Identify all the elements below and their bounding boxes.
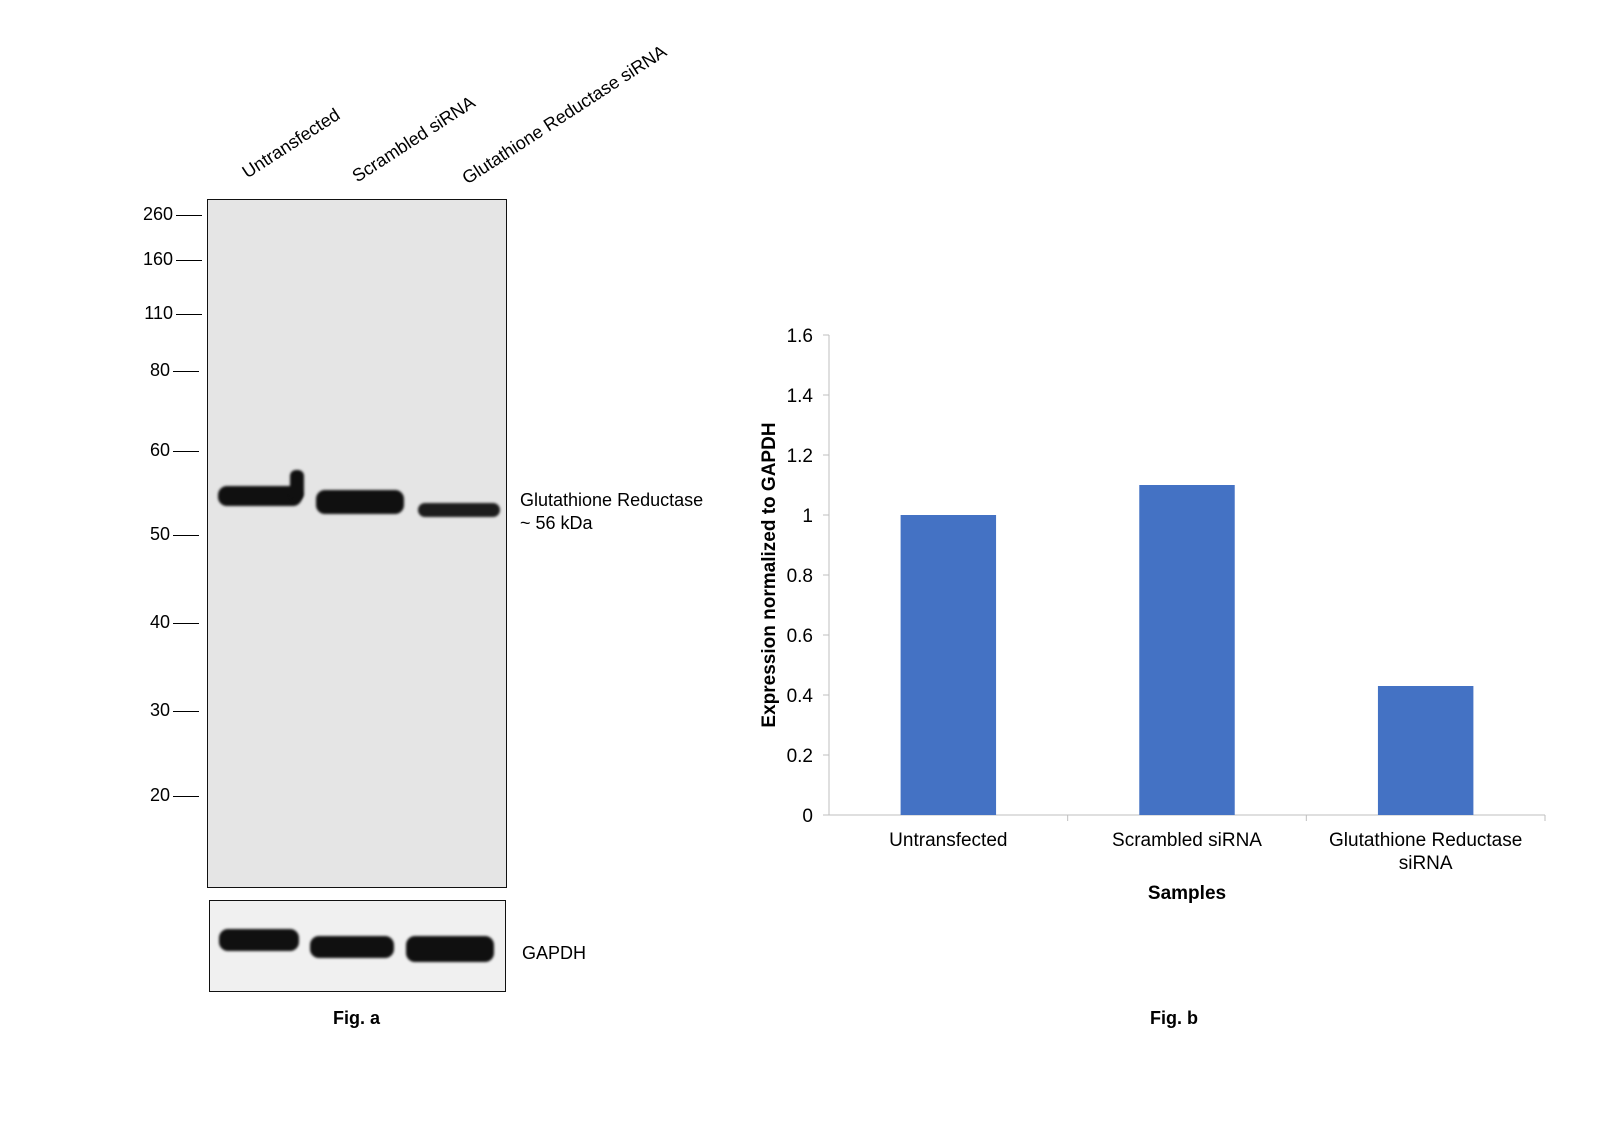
y-tick-label: 1.4 [787, 386, 814, 407]
loading-control-label: GAPDH [522, 943, 587, 963]
band-gr-sirna [418, 503, 500, 517]
fig-b-caption: Fig. b [1150, 1008, 1198, 1028]
mw-marker-50: 50 [149, 524, 170, 544]
blot-main-panel [207, 199, 507, 888]
mw-marker-40: 40 [149, 612, 170, 632]
band-untransfected-spike [290, 470, 304, 500]
y-tick-label: 0.4 [787, 686, 814, 707]
band-scrambled [316, 490, 404, 514]
x-tick-label: Glutathione Reductase siRNA [1329, 830, 1522, 874]
band-gapdh-scrambled [310, 936, 394, 958]
x-tick-label: Untransfected [889, 830, 1007, 851]
x-tick-label: Scrambled siRNA [1112, 830, 1262, 851]
mw-marker-20: 20 [149, 785, 170, 805]
y-tick-label: 0.8 [787, 566, 813, 587]
mw-tick [176, 215, 202, 216]
mw-marker-110: 110 [144, 303, 173, 323]
band-target-label: Glutathione Reductase [520, 490, 704, 510]
y-tick-label: 1.6 [787, 326, 813, 347]
mw-tick [173, 796, 199, 797]
mw-tick [176, 314, 202, 315]
band-untransfected [218, 486, 302, 506]
bar-2 [1377, 686, 1474, 815]
mw-tick [173, 371, 199, 372]
mw-marker-260: 260 [142, 204, 173, 224]
band-gapdh-untransfected [219, 929, 299, 951]
mw-tick [173, 535, 199, 536]
bar-1 [1139, 485, 1235, 815]
band-gapdh-gr-sirna [406, 936, 494, 962]
bar-0 [900, 515, 997, 815]
y-tick-label: 1 [802, 506, 813, 527]
fig-a-caption: Fig. a [333, 1008, 381, 1028]
mw-marker-80: 80 [149, 360, 170, 380]
mw-tick [173, 711, 199, 712]
x-axis-title: Samples [1148, 883, 1226, 904]
y-axis-title: Expression normalized to GAPDH [759, 422, 780, 727]
y-tick-label: 0.6 [787, 626, 813, 647]
x-tick-label-line: Glutathione Reductase [1329, 830, 1522, 851]
band-size-label: ~ 56 kDa [520, 513, 593, 533]
mw-tick [173, 451, 199, 452]
x-tick-label-line: siRNA [1399, 853, 1453, 874]
y-tick-label: 1.2 [787, 446, 813, 467]
mw-marker-160: 160 [142, 249, 173, 269]
mw-marker-30: 30 [149, 700, 170, 720]
mw-tick [173, 623, 199, 624]
mw-tick [176, 260, 202, 261]
blot-gapdh-panel [209, 900, 506, 992]
y-tick-label: 0.2 [787, 746, 813, 767]
mw-marker-60: 60 [149, 440, 170, 460]
y-tick-label: 0 [802, 806, 813, 827]
